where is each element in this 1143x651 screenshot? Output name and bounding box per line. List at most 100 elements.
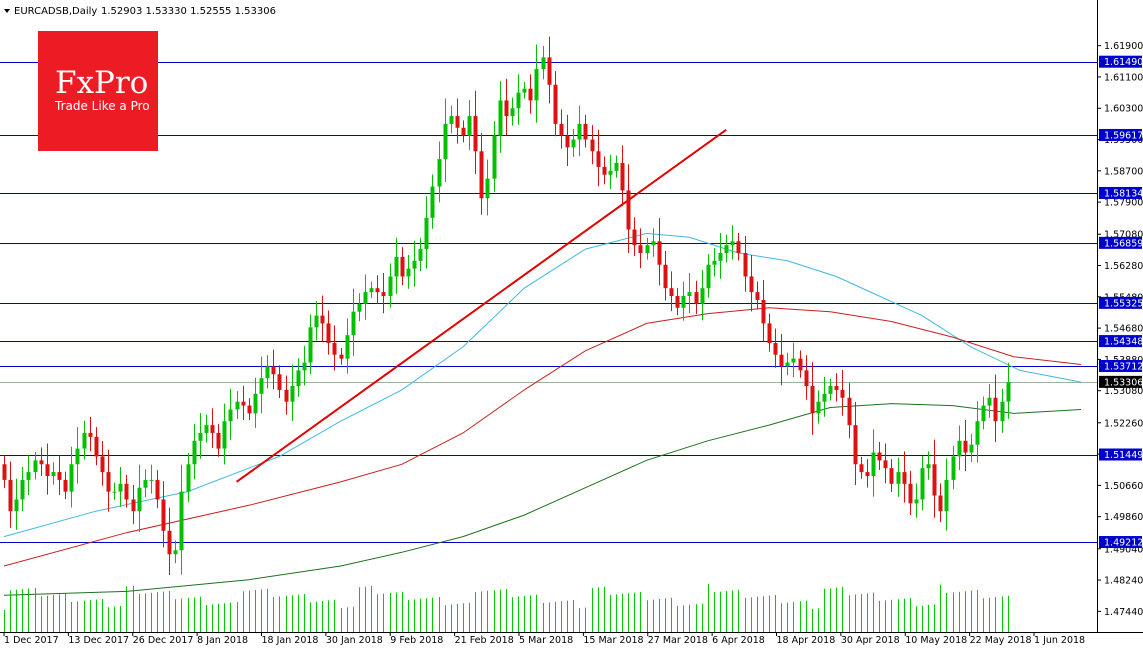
candle-body [804, 370, 809, 387]
candle [504, 78, 509, 136]
candle-body [302, 362, 307, 371]
candle [455, 98, 460, 144]
candle-body [369, 288, 374, 293]
candle [363, 274, 368, 320]
level-tag-bg [1099, 359, 1142, 372]
candle [332, 325, 337, 371]
trendline[interactable] [235, 128, 727, 483]
candle [810, 362, 815, 435]
candle-body [651, 241, 656, 246]
candle-body [2, 464, 7, 480]
candle [779, 333, 784, 386]
candle [547, 36, 552, 104]
dropdown-triangle-icon[interactable] [4, 9, 10, 13]
candle [553, 71, 558, 137]
candle [614, 155, 619, 178]
candle [749, 254, 754, 312]
candle-body [210, 425, 215, 433]
candle [26, 455, 31, 496]
candle [467, 100, 472, 151]
level-tag-label: 1.61490 [1104, 57, 1143, 68]
candle [479, 132, 484, 215]
candle-body [516, 92, 521, 109]
candle [124, 474, 129, 508]
candle-body [228, 409, 233, 422]
candle-body [632, 229, 637, 246]
candle [155, 470, 160, 509]
time-axis: 1 Dec 2017 13 Dec 2017 26 Dec 2017 8 Jan 20… [3, 632, 1085, 646]
candle [118, 466, 123, 507]
level-tag-label: 1.53712 [1104, 361, 1143, 372]
candle [761, 279, 766, 342]
logo-brand: FxPro [55, 65, 148, 101]
candle-body [363, 292, 368, 304]
candle-body [57, 472, 62, 480]
candle [418, 237, 423, 272]
candle-body [357, 303, 362, 312]
candle [20, 466, 25, 512]
candle-body [308, 327, 313, 363]
candle-body [63, 479, 68, 492]
candle-body [400, 256, 405, 277]
candle [284, 375, 289, 415]
candle-body [253, 393, 258, 414]
level-price-tag: 1.53712 [1099, 359, 1143, 372]
candle [69, 446, 74, 508]
candle [853, 402, 858, 486]
candle-body [681, 296, 686, 308]
y-tick-label: 1.61100 [1104, 72, 1143, 83]
candle [681, 281, 686, 321]
level-tag-bg [1099, 128, 1142, 141]
y-tick-label: 1.47440 [1104, 607, 1143, 618]
candle [271, 349, 276, 390]
candle-body [241, 401, 246, 406]
candle [981, 396, 986, 430]
candle [100, 441, 105, 486]
level-tag-bg [1099, 536, 1142, 549]
candle-body [553, 84, 558, 124]
candle [522, 82, 527, 99]
candle [565, 114, 570, 167]
candle-body [785, 362, 790, 367]
candle [241, 385, 246, 421]
candle-body [559, 123, 564, 136]
candle-body [14, 499, 19, 512]
y-tick-label: 1.56280 [1104, 261, 1143, 272]
candle-body [571, 139, 576, 148]
candle-body [33, 460, 38, 473]
candle-body [932, 464, 937, 496]
candle-body [375, 288, 380, 293]
candle [449, 105, 454, 134]
candle [381, 272, 386, 314]
candle-body [326, 323, 331, 343]
level-tag-bg [1099, 448, 1142, 461]
candle [424, 196, 429, 269]
candle [626, 164, 631, 254]
candle [675, 287, 680, 316]
candle-body [167, 530, 172, 555]
candle-body [657, 241, 662, 265]
candle-body [45, 464, 50, 476]
candle [143, 469, 148, 498]
current-price-label: 1.53306 [1104, 377, 1143, 388]
level-tag-bg [1099, 55, 1142, 68]
candle [516, 74, 521, 125]
candle-body [124, 483, 129, 500]
candle [235, 391, 240, 419]
candle-body [590, 139, 595, 152]
candle [834, 373, 839, 402]
x-tick-label: 8 Jan 2018 [197, 635, 248, 646]
x-tick-label: 18 Apr 2018 [777, 635, 836, 646]
candle-body [394, 256, 399, 277]
candle [804, 355, 809, 400]
candle [534, 44, 539, 123]
candle [859, 456, 864, 479]
candle-body [767, 323, 772, 343]
candle [938, 483, 943, 523]
candlesticks [2, 36, 1011, 576]
candle-body [596, 151, 601, 167]
candle-body [492, 135, 497, 179]
candle-body [94, 436, 99, 457]
candle-body [896, 472, 901, 484]
